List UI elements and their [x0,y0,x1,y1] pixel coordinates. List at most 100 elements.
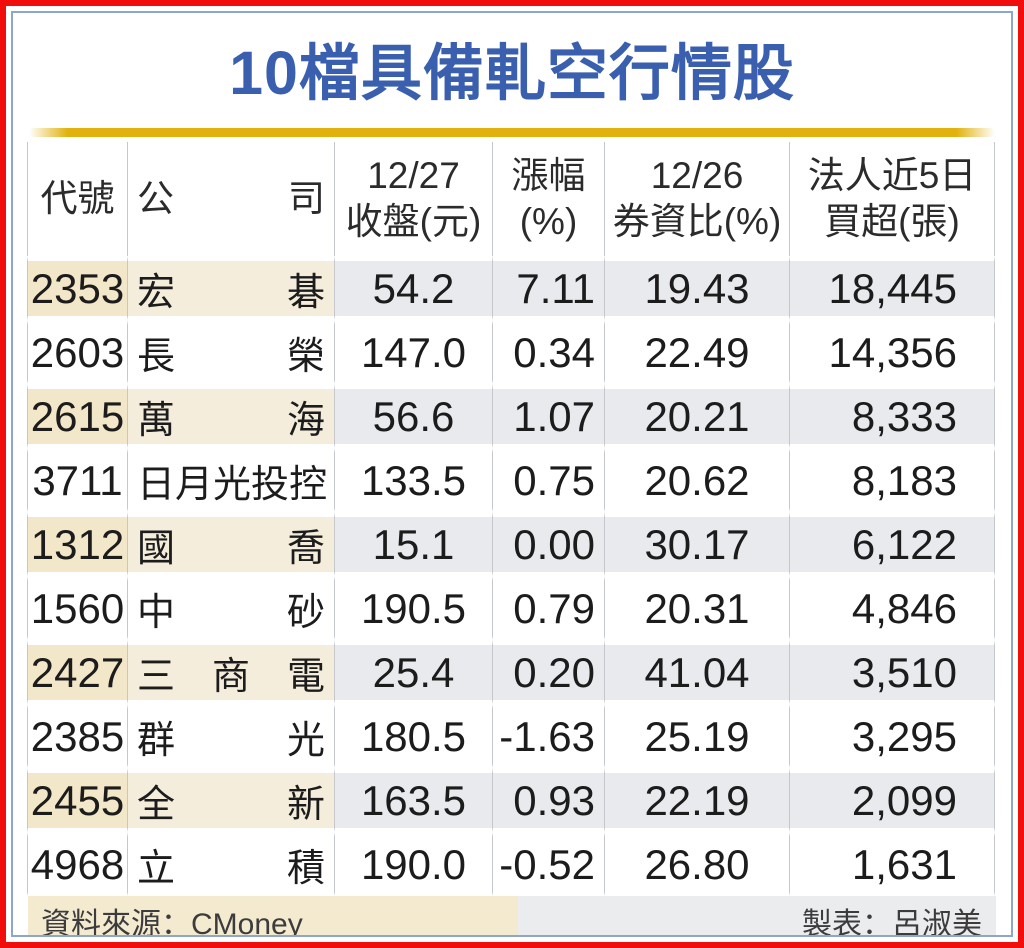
table-row: 2455 全新 163.5 0.93 22.19 2,099 [27,768,995,832]
cell-company-name: 宏碁 [128,256,335,320]
cell-stock-code: 2603 [27,320,128,384]
cell-change-pct: 0.79 [493,576,605,640]
cell-net-buy: 1,631 [790,832,995,896]
cell-change-pct: 0.20 [493,640,605,704]
table-header: 代號 公司 12/27 收盤(元) 漲幅 (%) 12/26 券資比(%) [27,142,995,256]
cell-close-price: 190.5 [335,576,493,640]
header-netbuy-line1: 法人近5日 [807,155,977,197]
stocks-table: 代號 公司 12/27 收盤(元) 漲幅 (%) 12/26 券資比(%) [27,142,995,896]
table-body: 2353 宏碁 54.2 7.11 19.43 18,445 2603 長榮 1… [27,256,995,896]
cell-net-buy: 14,356 [790,320,995,384]
cell-stock-code: 1560 [27,576,128,640]
cell-net-buy: 8,333 [790,384,995,448]
cell-short-margin-ratio: 20.62 [605,448,790,512]
infographic-panel: 10檔具備軋空行情股 代號 公司 12/27 收盤(元) [11,11,1013,937]
footer: 資料來源：CMoney 製表：呂淑美 [28,896,996,935]
cell-short-margin-ratio: 19.43 [605,256,790,320]
header-change-line1: 漲幅 [511,155,586,197]
cell-change-pct: -0.52 [493,832,605,896]
cell-short-margin-ratio: 22.19 [605,768,790,832]
table-row: 2353 宏碁 54.2 7.11 19.43 18,445 [27,256,995,320]
cell-short-margin-ratio: 26.80 [605,832,790,896]
cell-change-pct: 0.34 [493,320,605,384]
header-change-line2: (%) [519,201,578,242]
table-row: 1312 國喬 15.1 0.00 30.17 6,122 [27,512,995,576]
col-header-change: 漲幅 (%) [493,142,605,256]
cell-company-name: 群光 [128,704,335,768]
table-row: 4968 立積 190.0 -0.52 26.80 1,631 [27,832,995,896]
cell-short-margin-ratio: 41.04 [605,640,790,704]
cell-close-price: 180.5 [335,704,493,768]
col-header-code: 代號 [27,142,128,256]
cell-net-buy: 2,099 [790,768,995,832]
cell-short-margin-ratio: 25.19 [605,704,790,768]
header-netbuy-line2: 買超(張) [824,201,960,242]
cell-change-pct: 0.00 [493,512,605,576]
company-name: 全新 [137,784,325,826]
company-name: 長榮 [137,336,325,378]
col-header-company: 公司 [128,142,335,256]
cell-net-buy: 4,846 [790,576,995,640]
cell-company-name: 國喬 [128,512,335,576]
table-row: 2615 萬海 56.6 1.07 20.21 8,333 [27,384,995,448]
cell-close-price: 54.2 [335,256,493,320]
cell-net-buy: 8,183 [790,448,995,512]
cell-stock-code: 2353 [27,256,128,320]
gold-divider [29,128,995,137]
table-row: 2427 三商電 25.4 0.20 41.04 3,510 [27,640,995,704]
col-header-ratio: 12/26 券資比(%) [605,142,790,256]
cell-close-price: 25.4 [335,640,493,704]
header-close-line2: 收盤(元) [345,201,482,242]
col-header-netbuy: 法人近5日 買超(張) [790,142,995,256]
col-header-close: 12/27 收盤(元) [335,142,493,256]
cell-close-price: 147.0 [335,320,493,384]
data-source-label: 資料來源：CMoney [28,896,518,935]
cell-company-name: 長榮 [128,320,335,384]
cell-company-name: 日月光投控 [128,448,335,512]
company-name: 日月光投控 [137,464,328,506]
cell-close-price: 163.5 [335,768,493,832]
cell-company-name: 立積 [128,832,335,896]
cell-stock-code: 2455 [27,768,128,832]
cell-stock-code: 4968 [27,832,128,896]
cell-short-margin-ratio: 22.49 [605,320,790,384]
page-title: 10檔具備軋空行情股 [229,39,795,107]
cell-close-price: 133.5 [335,448,493,512]
cell-change-pct: 1.07 [493,384,605,448]
table-row: 2385 群光 180.5 -1.63 25.19 3,295 [27,704,995,768]
header-row: 代號 公司 12/27 收盤(元) 漲幅 (%) 12/26 券資比(%) [27,142,995,256]
cell-change-pct: 0.75 [493,448,605,512]
company-name: 立積 [137,848,325,890]
cell-stock-code: 2427 [27,640,128,704]
cell-company-name: 中砂 [128,576,335,640]
company-name: 宏碁 [137,272,325,314]
company-name: 萬海 [137,400,325,442]
cell-short-margin-ratio: 20.31 [605,576,790,640]
cell-net-buy: 6,122 [790,512,995,576]
cell-change-pct: 7.11 [493,256,605,320]
table-row: 2603 長榮 147.0 0.34 22.49 14,356 [27,320,995,384]
cell-net-buy: 3,510 [790,640,995,704]
cell-company-name: 全新 [128,768,335,832]
table-credit-label: 製表：呂淑美 [517,896,996,935]
cell-short-margin-ratio: 20.21 [605,384,790,448]
company-name: 國喬 [137,528,325,570]
cell-close-price: 15.1 [335,512,493,576]
company-name: 中砂 [137,592,325,634]
cell-change-pct: 0.93 [493,768,605,832]
header-code-line1: 代號 [40,178,115,220]
header-company-label: 公司 [137,178,325,220]
cell-stock-code: 2385 [27,704,128,768]
cell-net-buy: 18,445 [790,256,995,320]
cell-company-name: 三商電 [128,640,335,704]
cell-change-pct: -1.63 [493,704,605,768]
cell-stock-code: 3711 [27,448,128,512]
cell-net-buy: 3,295 [790,704,995,768]
cell-close-price: 190.0 [335,832,493,896]
header-close-line1: 12/27 [367,155,460,197]
cell-short-margin-ratio: 30.17 [605,512,790,576]
cell-stock-code: 1312 [27,512,128,576]
cell-company-name: 萬海 [128,384,335,448]
company-name: 三商電 [137,656,325,698]
